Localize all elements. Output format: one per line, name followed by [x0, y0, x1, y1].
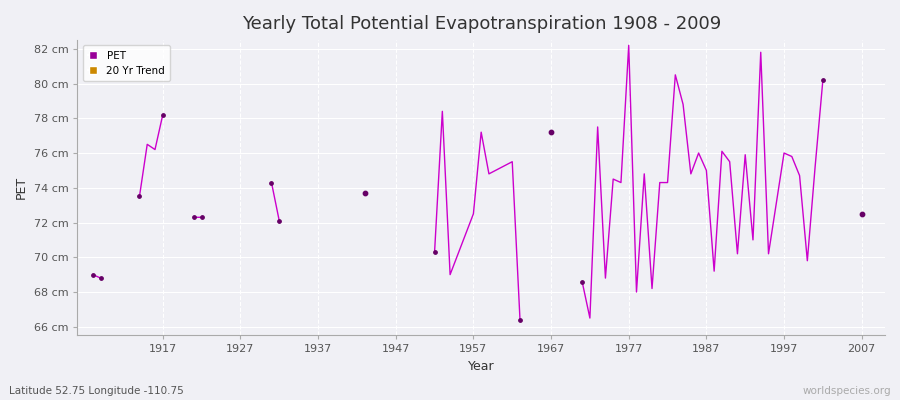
Point: [272, 218, 286, 224]
Point: [86, 272, 100, 278]
Point: [854, 211, 868, 217]
Point: [428, 249, 442, 255]
Text: worldspecies.org: worldspecies.org: [803, 386, 891, 396]
Point: [575, 278, 590, 285]
Point: [132, 193, 147, 200]
Point: [357, 190, 372, 196]
Text: Latitude 52.75 Longitude -110.75: Latitude 52.75 Longitude -110.75: [9, 386, 184, 396]
Point: [194, 214, 209, 220]
Point: [544, 129, 558, 135]
Legend: PET, 20 Yr Trend: PET, 20 Yr Trend: [83, 45, 170, 82]
Point: [186, 214, 201, 220]
Point: [156, 112, 170, 118]
Title: Yearly Total Potential Evapotranspiration 1908 - 2009: Yearly Total Potential Evapotranspiratio…: [241, 15, 721, 33]
Point: [265, 179, 279, 186]
X-axis label: Year: Year: [468, 360, 494, 373]
Point: [94, 275, 108, 281]
Y-axis label: PET: PET: [15, 176, 28, 199]
Point: [513, 316, 527, 323]
Point: [815, 77, 830, 83]
